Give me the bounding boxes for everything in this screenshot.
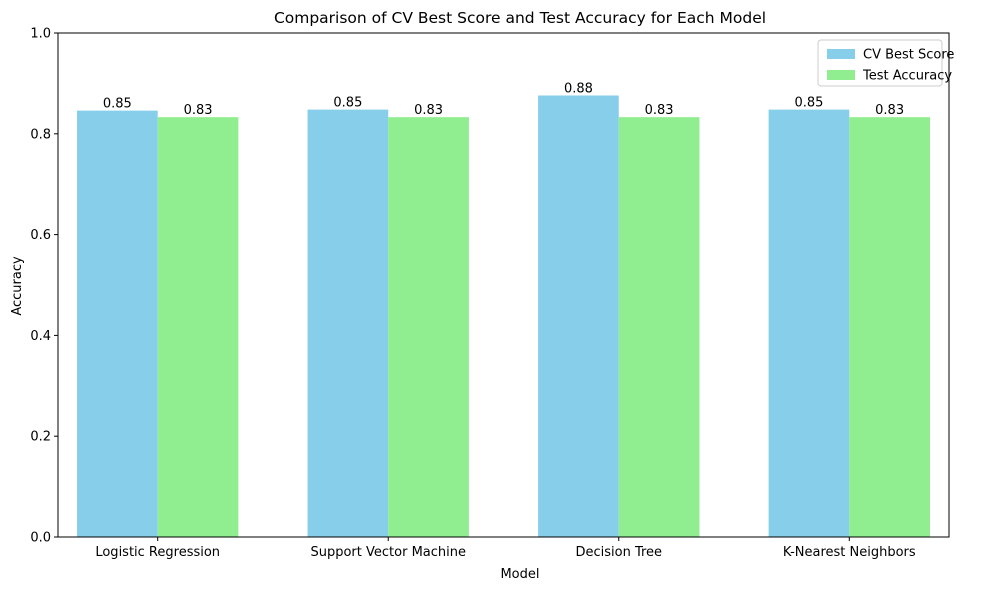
- bar-1-2: [618, 117, 700, 537]
- bar-0-0: [77, 110, 158, 537]
- bar-1-0: [157, 117, 239, 537]
- plot-frame: [57, 32, 950, 538]
- bar-0-1: [307, 109, 389, 537]
- y-tick-label-4: 0.8: [30, 127, 51, 142]
- legend-label-0: CV Best Score: [863, 48, 954, 63]
- bar-1-3: [849, 117, 930, 537]
- x-tick-label-1: Support Vector Machine: [310, 545, 466, 560]
- data-label-0-3: 0.85: [794, 96, 823, 111]
- y-axis-label: Accuracy: [10, 256, 25, 316]
- chart-title: Comparison of CV Best Score and Test Acc…: [274, 9, 766, 27]
- legend-swatch-0: [827, 49, 855, 59]
- y-tick-label-1: 0.2: [30, 430, 51, 445]
- x-tick-label-3: K-Nearest Neighbors: [783, 545, 916, 560]
- data-label-1-3: 0.83: [875, 103, 904, 118]
- data-label-0-1: 0.85: [333, 96, 362, 111]
- data-label-1-1: 0.83: [414, 103, 443, 118]
- legend: CV Best Score Test Accuracy: [817, 39, 954, 87]
- data-label-0-0: 0.85: [103, 97, 132, 112]
- x-tick-label-0: Logistic Regression: [95, 545, 220, 560]
- plot-area: 0.85 0.85 0.88 0.85 0.83 0.83 0.83 0.83 0.0 0.2 0.…: [30, 27, 950, 560]
- bar-0-3: [768, 109, 850, 537]
- data-label-0-2: 0.88: [564, 81, 593, 96]
- data-label-1-2: 0.83: [645, 103, 674, 118]
- legend-label-1: Test Accuracy: [862, 69, 952, 84]
- x-axis-label: Model: [500, 567, 539, 582]
- y-tick-label-3: 0.6: [30, 228, 51, 243]
- bar-1-1: [388, 117, 469, 537]
- y-tick-label-5: 1.0: [30, 27, 51, 42]
- x-tick-label-2: Decision Tree: [575, 545, 662, 560]
- data-label-1-0: 0.83: [184, 103, 213, 118]
- legend-swatch-1: [827, 70, 855, 80]
- y-tick-label-2: 0.4: [30, 329, 51, 344]
- bar-0-2: [538, 95, 619, 537]
- y-tick-label-0: 0.0: [30, 531, 51, 546]
